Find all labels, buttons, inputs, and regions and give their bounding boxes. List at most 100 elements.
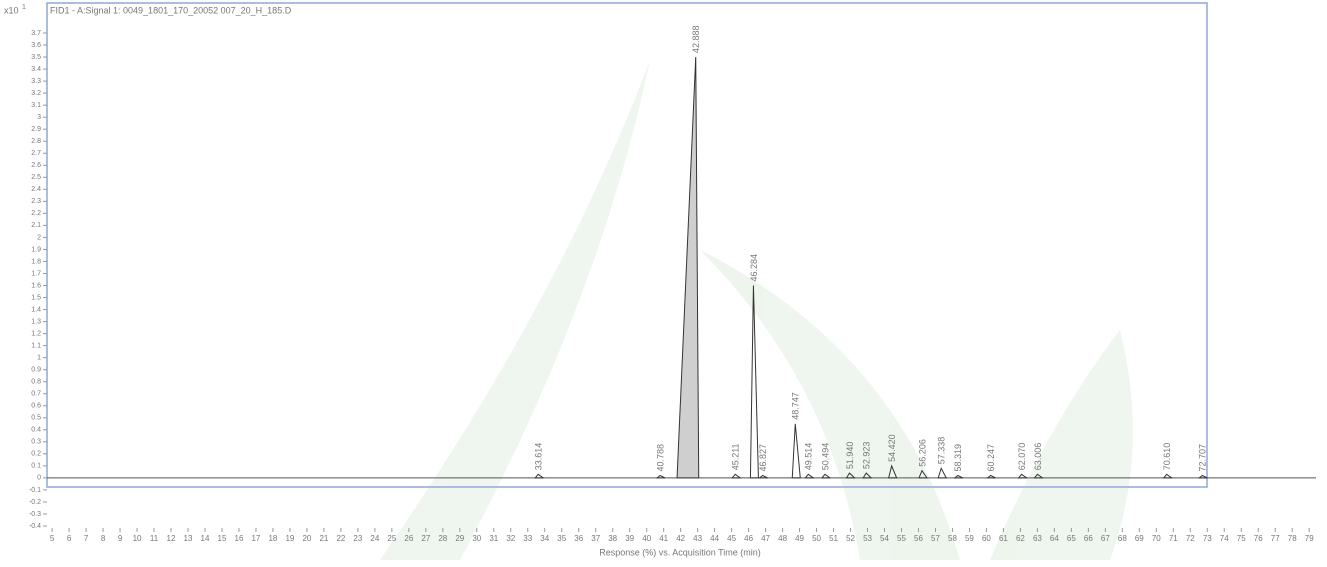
x-tick-label: 60 <box>982 534 991 543</box>
x-tick-label: 48 <box>778 534 787 543</box>
y-tick-label: 3.2 <box>31 90 41 97</box>
x-tick-label: 78 <box>1288 534 1297 543</box>
y-tick-label: -0.1 <box>29 487 41 494</box>
x-tick-label: 13 <box>184 534 193 543</box>
peak-label: 54.420 <box>887 434 897 462</box>
peak <box>986 474 996 479</box>
peak-label: 57.338 <box>937 437 947 465</box>
peak-label: 63.006 <box>1033 443 1043 471</box>
y-tick-label: 0.9 <box>31 367 41 374</box>
x-tick-label: 77 <box>1271 534 1280 543</box>
y-tick-label: 2.3 <box>31 198 41 205</box>
x-tick-label: 54 <box>880 534 889 543</box>
x-tick-label: 56 <box>914 534 923 543</box>
x-tick-label: 47 <box>761 534 770 543</box>
y-tick-label: 0.7 <box>31 391 41 398</box>
y-tick-label: 3.1 <box>31 102 41 109</box>
x-tick-label: 23 <box>353 534 362 543</box>
peak <box>749 285 759 479</box>
x-tick-label: 49 <box>795 534 804 543</box>
y-tick-label: -0.2 <box>29 499 41 506</box>
x-tick-label: 46 <box>744 534 753 543</box>
peak <box>804 473 815 479</box>
x-tick-label: 24 <box>370 534 379 543</box>
y-tick-label: 3.3 <box>31 78 41 85</box>
x-tick-label: 36 <box>574 534 583 543</box>
peak <box>1197 474 1208 479</box>
watermark <box>380 60 1133 560</box>
x-tick-label: 18 <box>268 534 277 543</box>
peak <box>820 473 832 479</box>
x-tick-label: 27 <box>421 534 430 543</box>
peak <box>676 57 700 479</box>
y-tick-label: 1.6 <box>31 282 41 289</box>
x-tick-label: 75 <box>1237 534 1246 543</box>
peak-label: 46.827 <box>758 444 768 472</box>
y-exponent: 1 <box>22 4 26 11</box>
x-tick-label: 8 <box>101 534 106 543</box>
peak-label: 48.747 <box>791 392 801 420</box>
y-tick-label: -0.4 <box>29 523 41 530</box>
y-tick-label: 3.7 <box>31 30 41 37</box>
y-tick-label: 0.8 <box>31 379 41 386</box>
y-tick-label: 1.3 <box>31 318 41 325</box>
x-tick-label: 62 <box>1016 534 1025 543</box>
x-tick-label: 14 <box>201 534 210 543</box>
y-tick-label: 0.4 <box>31 427 41 434</box>
peak <box>845 472 856 479</box>
x-tick-label: 63 <box>1033 534 1042 543</box>
peak-label: 72.707 <box>1198 444 1208 472</box>
peak <box>758 474 768 479</box>
y-tick-label: 2.6 <box>31 162 41 169</box>
x-tick-label: 69 <box>1135 534 1144 543</box>
peak <box>862 472 873 479</box>
peak <box>937 466 948 479</box>
y-tick-label: 3.4 <box>31 66 41 73</box>
x-tick-label: 55 <box>897 534 906 543</box>
x-axis-label: Response (%) vs. Acquisition Time (min) <box>599 547 761 557</box>
y-tick-label: 0.1 <box>31 463 41 470</box>
x-tick-label: 35 <box>557 534 566 543</box>
x-tick-label: 74 <box>1220 534 1229 543</box>
x-tick-label: 33 <box>523 534 532 543</box>
y-tick-label: 2.2 <box>31 210 41 217</box>
x-tick-label: 73 <box>1203 534 1212 543</box>
peak <box>1017 473 1029 479</box>
x-tick-label: 38 <box>608 534 617 543</box>
x-tick-label: 59 <box>965 534 974 543</box>
x-tick-label: 32 <box>506 534 515 543</box>
x-tick-label: 12 <box>167 534 176 543</box>
x-tick-label: 7 <box>84 534 89 543</box>
peak-label: 40.788 <box>655 444 665 472</box>
peak-label: 42.888 <box>691 26 701 54</box>
peak-label: 60.247 <box>986 444 996 472</box>
peak-label: 49.514 <box>804 443 814 471</box>
x-tick-label: 71 <box>1169 534 1178 543</box>
x-tick-label: 31 <box>489 534 498 543</box>
x-tick-label: 44 <box>710 534 719 543</box>
y-tick-label: 0.2 <box>31 451 41 458</box>
y-tick-label: 3 <box>37 114 41 121</box>
peak-label: 58.319 <box>953 444 963 472</box>
y-tick-label: -0.3 <box>29 511 41 518</box>
x-tick-label: 42 <box>676 534 685 543</box>
y-tick-label: 1.5 <box>31 294 41 301</box>
peak <box>791 423 801 479</box>
x-tick-label: 5 <box>50 534 55 543</box>
x-tick-label: 76 <box>1254 534 1263 543</box>
x-tick-label: 68 <box>1118 534 1127 543</box>
y-tick-label: 2.7 <box>31 150 41 157</box>
peak-label: 33.614 <box>534 443 544 471</box>
peak-label: 52.923 <box>862 442 872 470</box>
peak <box>888 464 898 479</box>
x-tick-label: 39 <box>625 534 634 543</box>
peak-label: 50.494 <box>820 443 830 471</box>
peak <box>534 473 545 479</box>
y-tick-label: 2.9 <box>31 126 41 133</box>
peak-label: 46.284 <box>749 254 759 282</box>
x-tick-label: 21 <box>319 534 328 543</box>
selection-box <box>46 2 1208 488</box>
x-tick-label: 9 <box>118 534 123 543</box>
y-tick-label: 1.8 <box>31 258 41 265</box>
